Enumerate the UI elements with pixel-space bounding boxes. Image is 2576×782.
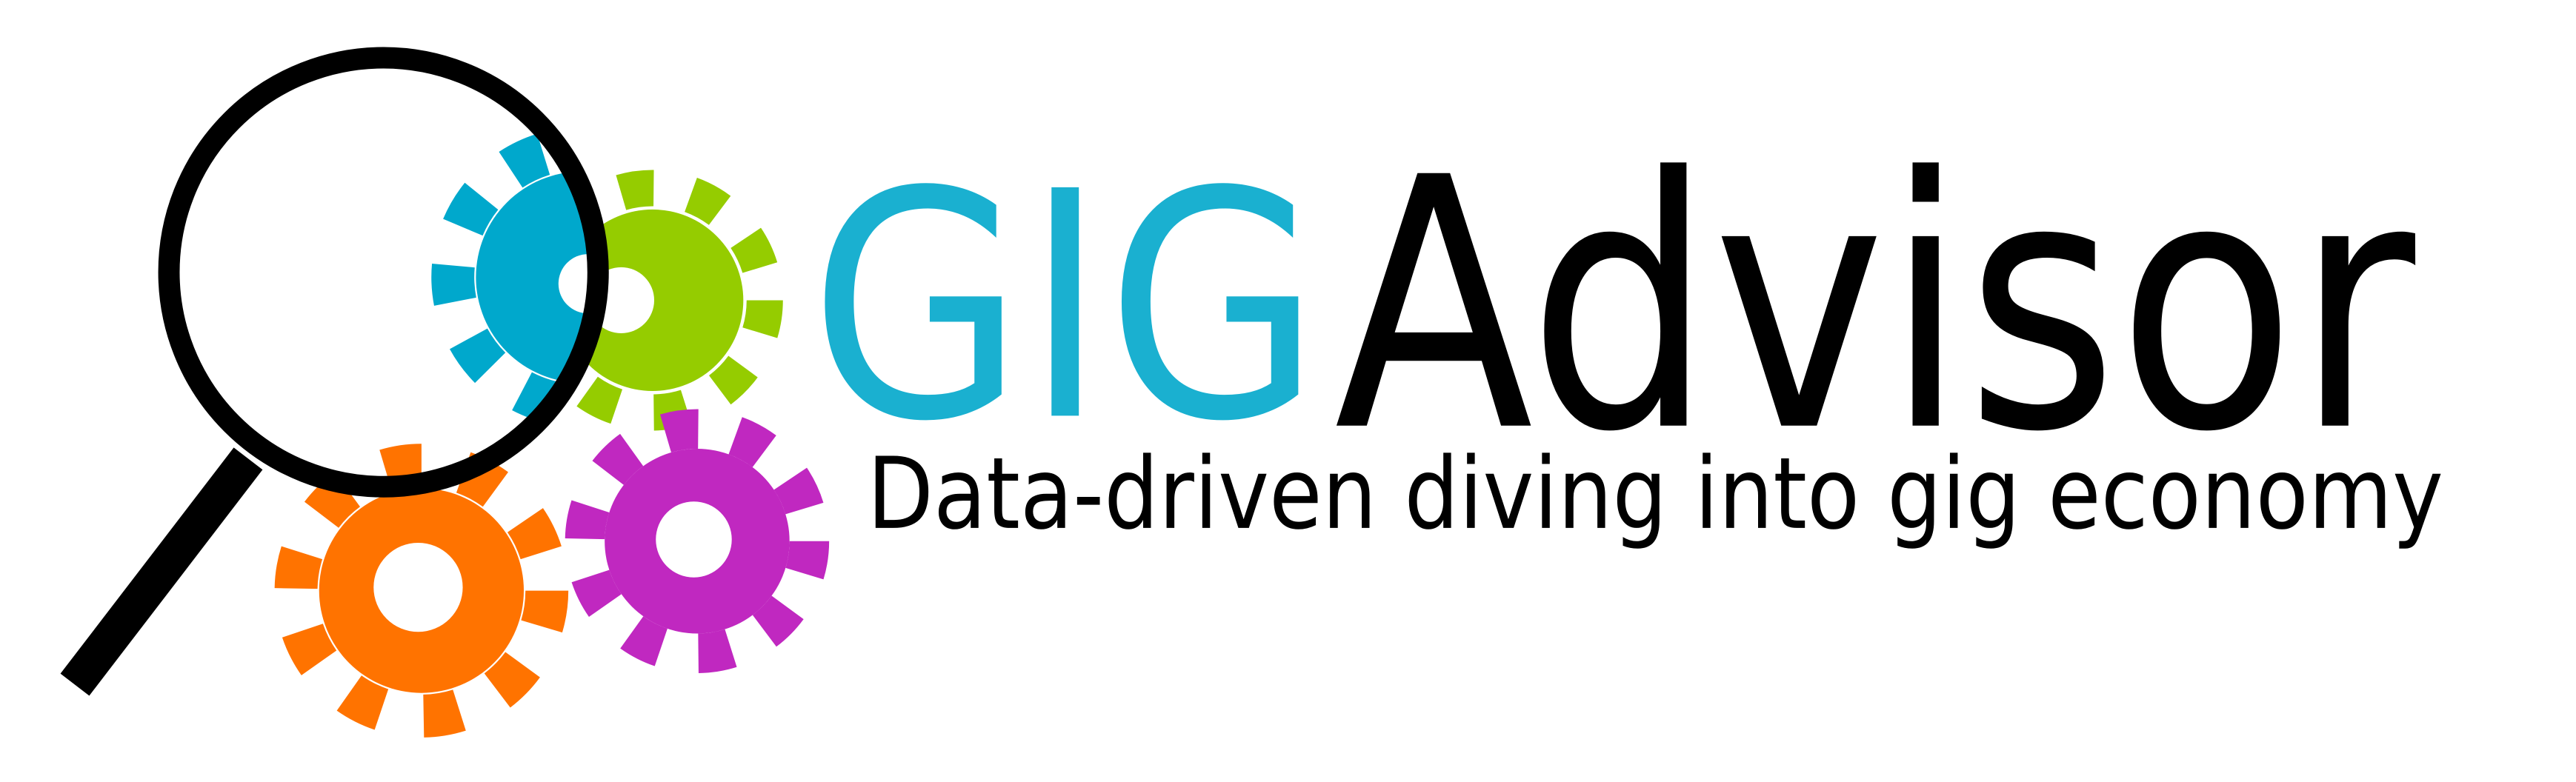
orange-gear bbox=[274, 444, 569, 738]
tagline: Data-driven diving into gig economy bbox=[867, 436, 2443, 552]
brand-first: GIG bbox=[809, 124, 1321, 489]
magnifier bbox=[60, 47, 609, 696]
purple-gear bbox=[565, 409, 830, 673]
brand-second: Advisor bbox=[1334, 105, 2418, 508]
